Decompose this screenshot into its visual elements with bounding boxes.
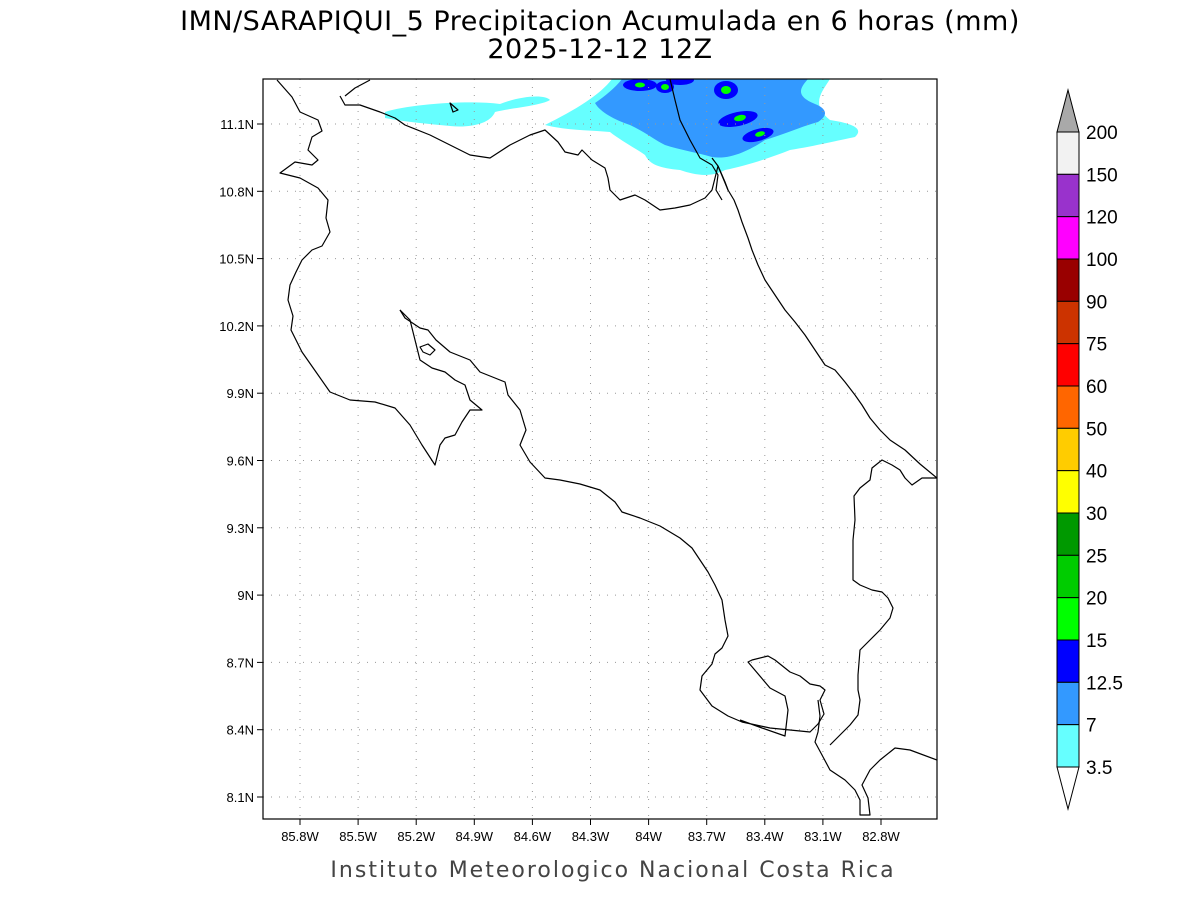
colorbar-swatch	[1056, 597, 1080, 641]
longitude-axis: 85.8W 85.5W 85.2W 84.9W 84.6W 84.3W 84W 83.7W 83…	[281, 819, 901, 844]
colorbar-swatch	[1056, 131, 1080, 175]
lon-tick-label: 82.8W	[862, 829, 900, 844]
colorbar-swatch	[1056, 512, 1080, 556]
lon-tick-label: 84.3W	[572, 829, 610, 844]
lat-tick-label: 8.4N	[227, 723, 254, 738]
lon-tick-label: 84.6W	[514, 829, 552, 844]
colorbar-label: 50	[1086, 419, 1107, 440]
colorbar-label: 12.5	[1086, 673, 1123, 694]
lat-tick-label: 9N	[237, 588, 254, 603]
colorbar-swatch	[1056, 427, 1080, 472]
map-title: IMN/SARAPIQUI_5 Precipitacion Acumulada …	[180, 6, 1020, 37]
colorbar-swatch	[1056, 173, 1080, 218]
lat-tick-label: 10.8N	[219, 184, 254, 199]
precipitation-colorbar: 200 150 120 100 90 75 60 50 40 30 25 20 15 12.5 7 3.5	[1056, 88, 1123, 811]
lat-tick-label: 9.9N	[227, 386, 254, 401]
colorbar-label: 100	[1086, 250, 1118, 271]
coastline	[276, 79, 937, 816]
colorbar-label: 200	[1086, 123, 1118, 144]
colorbar-swatch	[1056, 470, 1080, 514]
colorbar-label: 120	[1086, 208, 1118, 229]
colorbar-swatch	[1056, 216, 1080, 260]
precip-field-15mm	[635, 82, 765, 137]
lat-tick-label: 10.2N	[219, 319, 254, 334]
map-panel: 11.1N 10.8N 10.5N 10.2N 9.9N 9.6N 9.3N 9N 8.7N 8.…	[219, 78, 938, 844]
lon-tick-label: 84W	[635, 829, 662, 844]
lon-tick-label: 85.5W	[339, 829, 377, 844]
colorbar-label: 75	[1086, 335, 1107, 356]
lon-tick-label: 84.9W	[456, 829, 494, 844]
lat-tick-label: 10.5N	[219, 252, 254, 267]
colorbar-label: 150	[1086, 165, 1118, 186]
colorbar-label: 30	[1086, 504, 1107, 525]
colorbar-swatch	[1056, 724, 1080, 768]
lon-tick-label: 85.2W	[397, 829, 435, 844]
map-gridlines	[263, 79, 937, 819]
colorbar-label: 20	[1086, 589, 1107, 610]
colorbar-label: 60	[1086, 377, 1107, 398]
map-subtitle: 2025-12-12 12Z	[487, 34, 712, 65]
latitude-axis: 11.1N 10.8N 10.5N 10.2N 9.9N 9.6N 9.3N 9N 8.7N 8.…	[219, 117, 263, 805]
colorbar-top-arrow	[1056, 88, 1080, 133]
lat-tick-label: 8.7N	[227, 655, 254, 670]
colorbar-label: 90	[1086, 292, 1107, 313]
lon-tick-label: 85.8W	[281, 829, 319, 844]
colorbar-bottom-arrow	[1056, 766, 1080, 811]
colorbar-label: 7	[1086, 716, 1097, 737]
lon-tick-label: 83.4W	[746, 829, 784, 844]
colorbar-label: 3.5	[1086, 758, 1112, 779]
colorbar-swatch	[1056, 258, 1080, 302]
lat-tick-label: 11.1N	[220, 117, 254, 132]
colorbar-swatch	[1056, 300, 1080, 345]
lat-tick-label: 8.1N	[227, 790, 254, 805]
colorbar-label: 25	[1086, 546, 1107, 567]
lat-tick-label: 9.3N	[227, 521, 254, 536]
colorbar-swatch	[1056, 385, 1080, 429]
map-frame	[262, 78, 938, 820]
colorbar-swatch	[1056, 343, 1080, 387]
colorbar-swatch	[1056, 681, 1080, 726]
precip-field-7mm	[595, 79, 826, 158]
footer-credit: Instituto Meteorologico Nacional Costa R…	[330, 858, 895, 883]
lon-tick-label: 83.1W	[804, 829, 842, 844]
colorbar-swatch	[1056, 639, 1080, 683]
colorbar-label: 15	[1086, 631, 1107, 652]
lon-tick-label: 83.7W	[688, 829, 726, 844]
lat-tick-label: 9.6N	[227, 454, 254, 469]
colorbar-label: 40	[1086, 462, 1107, 483]
colorbar-swatch	[1056, 554, 1080, 599]
